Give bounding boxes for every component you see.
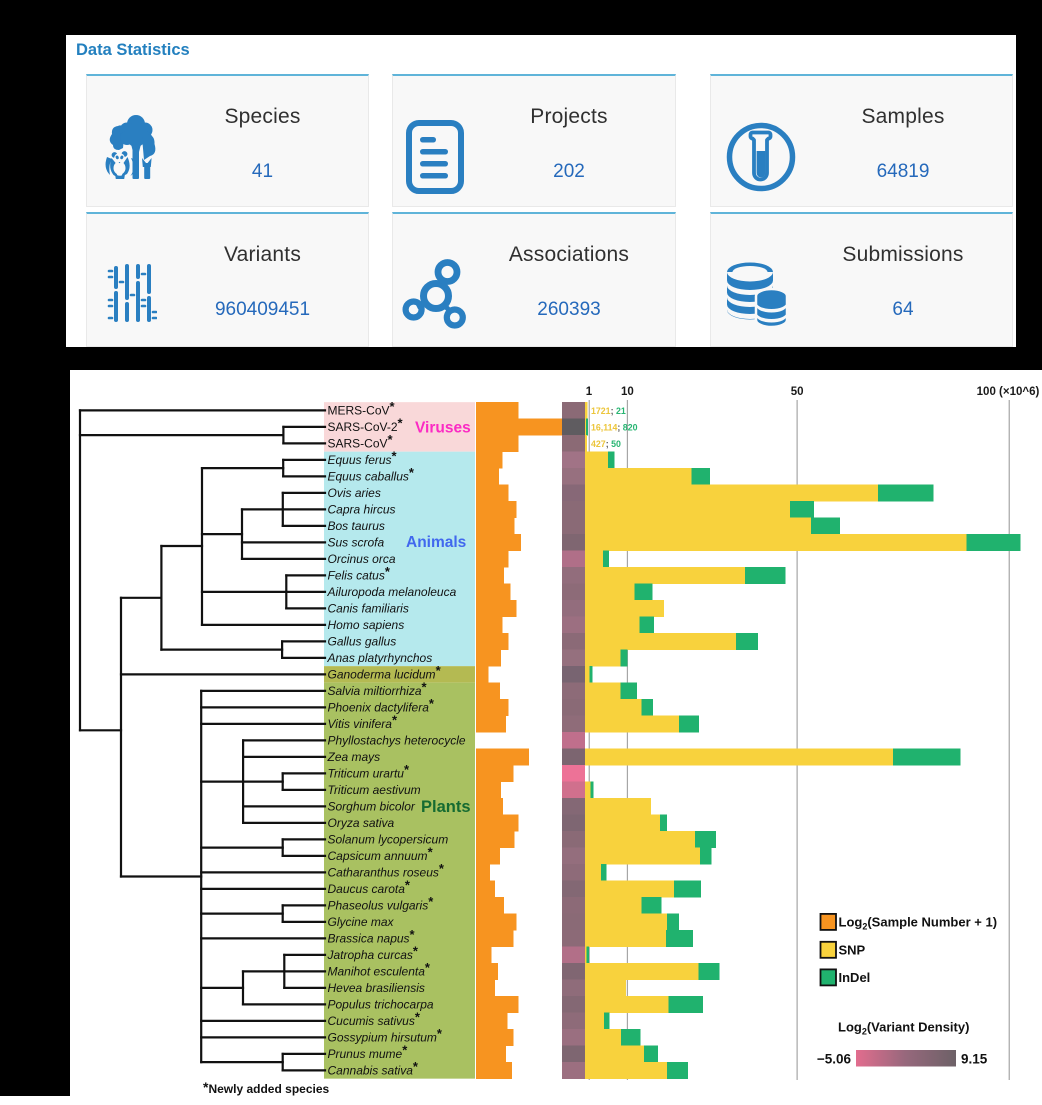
svg-text:10: 10 xyxy=(621,386,634,398)
svg-text:Capra hircus: Capra hircus xyxy=(328,502,396,516)
svg-text:Hevea brasiliensis: Hevea brasiliensis xyxy=(328,981,425,995)
svg-text:Phyllostachys heterocycle: Phyllostachys heterocycle xyxy=(328,733,466,747)
svg-text:Gossypium hirsutum*: Gossypium hirsutum* xyxy=(328,1026,443,1045)
svg-text:−5.06: −5.06 xyxy=(817,1052,852,1067)
svg-text:Sus scrofa: Sus scrofa xyxy=(328,535,385,549)
svg-text:Canis familiaris: Canis familiaris xyxy=(328,601,409,615)
svg-text:Populus trichocarpa: Populus trichocarpa xyxy=(328,997,434,1011)
svg-text:Solanum lycopersicum: Solanum lycopersicum xyxy=(328,832,449,846)
svg-text:Ganoderma lucidum*: Ganoderma lucidum* xyxy=(328,663,442,682)
svg-text:Oryza sativa: Oryza sativa xyxy=(328,816,395,830)
svg-text:InDel: InDel xyxy=(839,970,871,985)
svg-text:Catharanthus roseus*: Catharanthus roseus* xyxy=(328,861,445,880)
svg-text:Animals: Animals xyxy=(406,534,466,551)
svg-text:Cucumis sativus*: Cucumis sativus* xyxy=(328,1009,421,1028)
svg-text:Viruses: Viruses xyxy=(415,420,471,437)
svg-text:16,114; 820: 16,114; 820 xyxy=(591,422,638,432)
svg-text:Log2(Variant Density): Log2(Variant Density) xyxy=(838,1020,969,1037)
svg-text:427; 50: 427; 50 xyxy=(591,439,621,449)
svg-text:Anas platyrhynchos: Anas platyrhynchos xyxy=(327,651,433,665)
svg-text:Sorghum bicolor: Sorghum bicolor xyxy=(328,799,416,813)
svg-text:Manihot esculenta*: Manihot esculenta* xyxy=(328,960,431,979)
svg-text:Daucus carota*: Daucus carota* xyxy=(328,877,411,896)
svg-text:Homo sapiens: Homo sapiens xyxy=(328,618,405,632)
svg-text:Triticum aestivum: Triticum aestivum xyxy=(328,783,421,797)
svg-text:1: 1 xyxy=(586,386,593,398)
svg-text:*Newly added species: *Newly added species xyxy=(203,1079,330,1096)
svg-text:9.15: 9.15 xyxy=(961,1052,988,1067)
svg-text:Jatropha curcas*: Jatropha curcas* xyxy=(327,943,419,962)
svg-text:Plants: Plants xyxy=(421,798,471,816)
svg-text:Equus caballus*: Equus caballus* xyxy=(328,465,415,484)
svg-text:SARS-CoV*: SARS-CoV* xyxy=(328,432,394,451)
svg-text:Ailuropoda melanoleuca: Ailuropoda melanoleuca xyxy=(327,585,457,599)
svg-text:Vitis vinifera*: Vitis vinifera* xyxy=(328,712,398,731)
svg-text:Phoenix dactylifera*: Phoenix dactylifera* xyxy=(328,696,435,715)
svg-text:Capsicum annuum*: Capsicum annuum* xyxy=(328,844,434,863)
svg-text:MERS-CoV*: MERS-CoV* xyxy=(328,399,396,418)
svg-text:Bos taurus: Bos taurus xyxy=(328,519,385,533)
svg-text:Cannabis sativa*: Cannabis sativa* xyxy=(328,1059,419,1078)
svg-text:SNP: SNP xyxy=(839,943,866,958)
svg-text:Glycine max: Glycine max xyxy=(328,915,395,929)
svg-text:Salvia miltiorrhiza*: Salvia miltiorrhiza* xyxy=(328,679,428,698)
svg-text:Gallus gallus: Gallus gallus xyxy=(328,634,397,648)
svg-text:100 (×10^6): 100 (×10^6) xyxy=(977,386,1040,398)
svg-text:SARS-CoV-2*: SARS-CoV-2* xyxy=(328,415,404,434)
svg-text:Equus ferus*: Equus ferus* xyxy=(328,448,398,467)
svg-text:Phaseolus vulgaris*: Phaseolus vulgaris* xyxy=(328,894,435,913)
svg-text:Brassica napus*: Brassica napus* xyxy=(328,927,416,946)
svg-text:Log2(Sample Number + 1): Log2(Sample Number + 1) xyxy=(839,915,998,932)
svg-text:Ovis aries: Ovis aries xyxy=(328,486,381,500)
svg-text:1721; 21: 1721; 21 xyxy=(591,406,626,416)
svg-text:Orcinus orca: Orcinus orca xyxy=(328,552,396,566)
svg-text:Zea mays: Zea mays xyxy=(327,750,381,764)
svg-text:50: 50 xyxy=(791,386,804,398)
svg-text:Felis catus*: Felis catus* xyxy=(328,564,391,583)
svg-text:Prunus mume*: Prunus mume* xyxy=(328,1042,409,1061)
svg-text:Triticum urartu*: Triticum urartu* xyxy=(328,762,410,781)
